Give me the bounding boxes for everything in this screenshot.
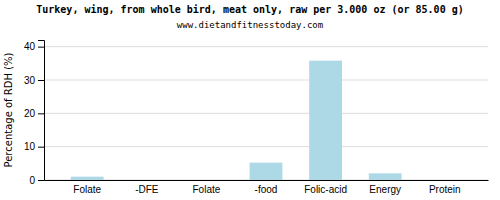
x-axis: Folate -DFE Folate -food Folic-acid Energy Pro…	[45, 180, 489, 195]
bar	[71, 177, 104, 180]
y-tick: 10	[24, 141, 44, 152]
x-tick: Protein	[429, 180, 461, 195]
y-tick-line	[38, 80, 44, 81]
bars	[71, 61, 402, 180]
x-tick: Energy	[369, 180, 401, 195]
y-tick-line	[38, 47, 44, 48]
y-tick-label: 0	[29, 175, 35, 186]
bar	[250, 163, 283, 180]
grid-line	[44, 80, 488, 81]
x-tick-label: -food	[255, 184, 278, 195]
bar	[309, 61, 342, 180]
bar	[369, 173, 402, 180]
x-tick: Folic-acid	[304, 180, 347, 195]
x-tick: -food	[255, 180, 278, 195]
plot-area: Folate -DFE Folate -food Folic-acid Energy Pro…	[24, 41, 489, 196]
x-tick-label: Folic-acid	[304, 184, 347, 195]
y-tick-line	[38, 113, 44, 114]
x-tick-label: Folate	[193, 184, 221, 195]
y-tick-label: 20	[24, 108, 36, 119]
y-tick-label: 10	[24, 141, 36, 152]
title: Turkey, wing, from whole bird, meat only…	[36, 4, 463, 15]
y-axis-line	[38, 41, 45, 181]
grid-line	[44, 146, 488, 147]
x-tick-label: Energy	[369, 184, 401, 195]
y-axis-title: Percentage of RDH (%)	[3, 52, 14, 167]
y-tick: 20	[24, 108, 44, 119]
x-tick: -DFE	[135, 180, 159, 195]
x-tick-label: Folate	[73, 184, 101, 195]
grid-line	[44, 113, 488, 114]
bar	[428, 180, 461, 181]
y-tick-label: 30	[24, 75, 36, 86]
x-axis-line	[45, 180, 489, 181]
bar	[130, 180, 163, 181]
x-tick: Folate	[193, 180, 221, 195]
y-tick-label: 40	[24, 41, 36, 52]
y-tick-line	[38, 180, 44, 181]
y-tick: 40	[24, 41, 44, 52]
x-tick: Folate	[73, 180, 101, 195]
x-tick-label: -DFE	[135, 184, 159, 195]
chart: Turkey, wing, from whole bird, meat only…	[0, 0, 500, 200]
y-tick: 30	[24, 75, 44, 86]
x-tick-label: Protein	[429, 184, 461, 195]
y-tick: 0	[29, 175, 44, 186]
subtitle: www.dietandfitnesstoday.com	[177, 20, 323, 30]
y-tick-line	[38, 147, 44, 148]
grid	[44, 47, 488, 180]
grid-line	[44, 46, 488, 47]
y-axis: 0 10 20 30 40	[24, 41, 45, 186]
bar	[190, 180, 223, 181]
